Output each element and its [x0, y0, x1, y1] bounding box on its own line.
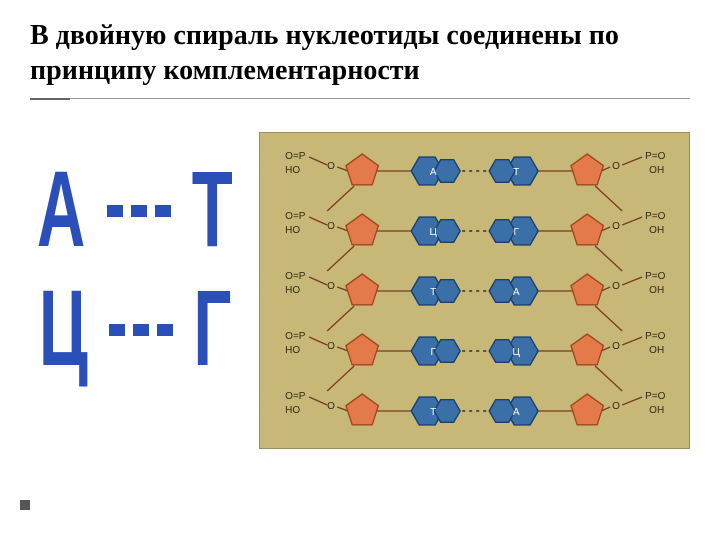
svg-text:OH: OH [649, 405, 664, 416]
dna-diagram: O=PHOOP=OOHOO=PHOOP=OOHOO=PHOOP=OOHOO=PH… [259, 132, 690, 449]
pair-row-at: А Т [30, 172, 239, 249]
svg-text:O=P: O=P [285, 271, 306, 282]
svg-text:O=P: O=P [285, 391, 306, 402]
svg-text:OH: OH [649, 165, 664, 176]
svg-text:O: O [327, 341, 335, 352]
svg-text:O=P: O=P [285, 331, 306, 342]
pair-letter: Т [192, 162, 233, 259]
bullet-marker [20, 500, 30, 510]
title-underline [30, 98, 690, 102]
svg-text:O: O [327, 221, 335, 232]
svg-text:P=O: P=O [645, 391, 666, 402]
svg-text:А: А [429, 167, 436, 178]
svg-text:Ц: Ц [512, 347, 520, 358]
pair-letter: Г [194, 282, 232, 379]
svg-text:Г: Г [430, 347, 436, 358]
svg-text:OH: OH [649, 345, 664, 356]
pair-letter: Ц [38, 282, 87, 379]
pair-dashes [108, 323, 174, 337]
pair-row-cg: Ц Г [30, 291, 239, 368]
svg-text:HO: HO [285, 345, 300, 356]
svg-text:Т: Т [430, 407, 436, 418]
svg-text:HO: HO [285, 225, 300, 236]
svg-text:А: А [512, 407, 519, 418]
svg-text:Т: Т [430, 287, 436, 298]
svg-text:OH: OH [649, 285, 664, 296]
svg-text:Г: Г [513, 227, 519, 238]
svg-text:O: O [612, 401, 620, 412]
svg-text:HO: HO [285, 285, 300, 296]
svg-text:O=P: O=P [285, 211, 306, 222]
svg-text:O: O [612, 221, 620, 232]
pair-letter: А [37, 162, 85, 259]
svg-text:OH: OH [649, 225, 664, 236]
slide: В двойную спираль нуклеотиды соединены п… [0, 0, 720, 540]
pair-dashes [106, 204, 172, 218]
svg-text:А: А [512, 287, 519, 298]
svg-text:O=P: O=P [285, 151, 306, 162]
svg-text:HO: HO [285, 405, 300, 416]
svg-text:O: O [327, 161, 335, 172]
svg-text:P=O: P=O [645, 331, 666, 342]
svg-text:O: O [327, 401, 335, 412]
svg-text:P=O: P=O [645, 271, 666, 282]
svg-text:HO: HO [285, 165, 300, 176]
svg-text:Ц: Ц [429, 227, 437, 238]
svg-text:O: O [612, 281, 620, 292]
svg-text:O: O [612, 341, 620, 352]
svg-text:O: O [612, 161, 620, 172]
base-pairs: А Т Ц Г [30, 132, 239, 369]
slide-title: В двойную спираль нуклеотиды соединены п… [0, 0, 720, 92]
svg-text:Т: Т [513, 167, 519, 178]
svg-text:O: O [327, 281, 335, 292]
svg-text:P=O: P=O [645, 211, 666, 222]
content-area: А Т Ц Г O=PHOOP=OOHOO=PHOOP=OOHOO=PHOOP=… [0, 102, 720, 449]
svg-text:P=O: P=O [645, 151, 666, 162]
